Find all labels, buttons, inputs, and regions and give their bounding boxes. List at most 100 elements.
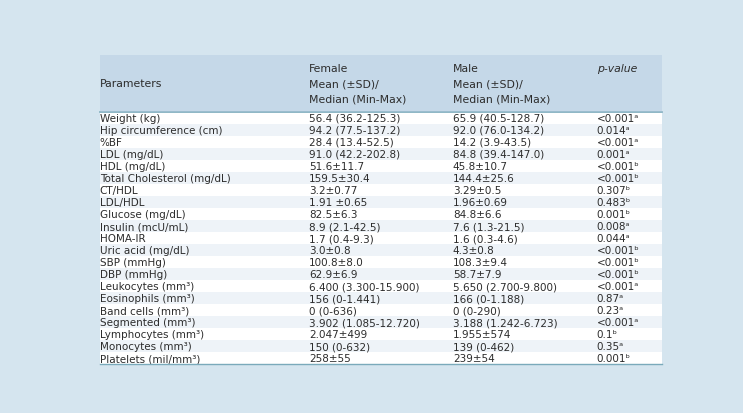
Text: Median (Min-Max): Median (Min-Max): [309, 95, 406, 104]
Text: Band cells (mm³): Band cells (mm³): [100, 306, 189, 316]
Text: 159.5±30.4: 159.5±30.4: [309, 173, 371, 183]
Text: Eosinophils (mm³): Eosinophils (mm³): [100, 294, 195, 304]
Bar: [100, 316, 662, 328]
Text: 8.9 (2.1-42.5): 8.9 (2.1-42.5): [309, 221, 380, 231]
Text: LDL (mg/dL): LDL (mg/dL): [100, 150, 163, 159]
Bar: [100, 173, 662, 185]
Text: Lymphocytes (mm³): Lymphocytes (mm³): [100, 330, 204, 339]
Text: 108.3±9.4: 108.3±9.4: [452, 257, 507, 268]
Text: 7.6 (1.3-21.5): 7.6 (1.3-21.5): [452, 221, 525, 231]
Text: 92.0 (76.0-134.2): 92.0 (76.0-134.2): [452, 126, 544, 135]
Text: 56.4 (36.2-125.3): 56.4 (36.2-125.3): [309, 114, 400, 123]
Text: 2.047±499: 2.047±499: [309, 330, 367, 339]
Text: 94.2 (77.5-137.2): 94.2 (77.5-137.2): [309, 126, 400, 135]
Text: Total Cholesterol (mg/dL): Total Cholesterol (mg/dL): [100, 173, 230, 183]
Text: 0.001ᵇ: 0.001ᵇ: [597, 354, 631, 363]
Text: LDL/HDL: LDL/HDL: [100, 197, 144, 207]
Bar: [100, 209, 662, 221]
Text: 1.91 ±0.65: 1.91 ±0.65: [309, 197, 367, 207]
Bar: [100, 304, 662, 316]
Text: Hip circumference (cm): Hip circumference (cm): [100, 126, 222, 135]
Text: Platelets (mil/mm³): Platelets (mil/mm³): [100, 354, 200, 363]
Text: <0.001ᵇ: <0.001ᵇ: [597, 245, 640, 255]
Text: <0.001ᵇ: <0.001ᵇ: [597, 269, 640, 280]
Text: 4.3±0.8: 4.3±0.8: [452, 245, 495, 255]
Text: 0 (0-290): 0 (0-290): [452, 306, 501, 316]
Text: 0.307ᵇ: 0.307ᵇ: [597, 185, 631, 195]
Text: p-value: p-value: [597, 64, 637, 74]
Bar: [100, 161, 662, 173]
Text: 0.044ᵃ: 0.044ᵃ: [597, 233, 630, 243]
Text: <0.001ᵃ: <0.001ᵃ: [597, 138, 639, 147]
Text: 45.8±10.7: 45.8±10.7: [452, 161, 507, 171]
Text: 51.6±11.7: 51.6±11.7: [309, 161, 364, 171]
Text: Monocytes (mm³): Monocytes (mm³): [100, 342, 192, 351]
Text: Insulin (mcU/mL): Insulin (mcU/mL): [100, 221, 188, 231]
Text: %BF: %BF: [100, 138, 123, 147]
Text: 156 (0-1.441): 156 (0-1.441): [309, 294, 380, 304]
Bar: [100, 112, 662, 125]
Text: <0.001ᵇ: <0.001ᵇ: [597, 173, 640, 183]
Text: 0.001ᵃ: 0.001ᵃ: [597, 150, 630, 159]
Text: 144.4±25.6: 144.4±25.6: [452, 173, 514, 183]
Bar: [100, 280, 662, 292]
Bar: [100, 56, 662, 112]
Text: HOMA-IR: HOMA-IR: [100, 233, 146, 243]
Text: 6.400 (3.300-15.900): 6.400 (3.300-15.900): [309, 281, 419, 292]
Text: Mean (±SD)/: Mean (±SD)/: [452, 79, 522, 89]
Text: 0.008ᵃ: 0.008ᵃ: [597, 221, 630, 231]
Text: HDL (mg/dL): HDL (mg/dL): [100, 161, 165, 171]
Bar: [100, 221, 662, 233]
Text: 3.0±0.8: 3.0±0.8: [309, 245, 351, 255]
Text: 84.8±6.6: 84.8±6.6: [452, 209, 502, 219]
Text: 166 (0-1.188): 166 (0-1.188): [452, 294, 524, 304]
Text: 0.1ᵇ: 0.1ᵇ: [597, 330, 617, 339]
Text: 3.2±0.77: 3.2±0.77: [309, 185, 357, 195]
Bar: [100, 340, 662, 352]
Text: 62.9±6.9: 62.9±6.9: [309, 269, 357, 280]
Text: 82.5±6.3: 82.5±6.3: [309, 209, 357, 219]
Text: 0 (0-636): 0 (0-636): [309, 306, 357, 316]
Bar: [100, 328, 662, 340]
Text: <0.001ᵇ: <0.001ᵇ: [597, 257, 640, 268]
Bar: [100, 185, 662, 197]
Text: Female: Female: [309, 64, 348, 74]
Text: 58.7±7.9: 58.7±7.9: [452, 269, 502, 280]
Text: 28.4 (13.4-52.5): 28.4 (13.4-52.5): [309, 138, 394, 147]
Text: <0.001ᵇ: <0.001ᵇ: [597, 161, 640, 171]
Bar: [100, 268, 662, 280]
Bar: [100, 244, 662, 256]
Text: Leukocytes (mm³): Leukocytes (mm³): [100, 281, 194, 292]
Bar: [100, 125, 662, 137]
Text: Uric acid (mg/dL): Uric acid (mg/dL): [100, 245, 189, 255]
Text: 258±55: 258±55: [309, 354, 351, 363]
Text: 0.001ᵇ: 0.001ᵇ: [597, 209, 631, 219]
Text: 5.650 (2.700-9.800): 5.650 (2.700-9.800): [452, 281, 557, 292]
Text: 0.014ᵃ: 0.014ᵃ: [597, 126, 630, 135]
Text: 3.902 (1.085-12.720): 3.902 (1.085-12.720): [309, 318, 420, 328]
Text: <0.001ᵃ: <0.001ᵃ: [597, 114, 639, 123]
Text: CT/HDL: CT/HDL: [100, 185, 138, 195]
Text: DBP (mmHg): DBP (mmHg): [100, 269, 167, 280]
Text: 239±54: 239±54: [452, 354, 495, 363]
Text: <0.001ᵃ: <0.001ᵃ: [597, 281, 639, 292]
Bar: [100, 137, 662, 149]
Text: Median (Min-Max): Median (Min-Max): [452, 95, 550, 104]
Text: 3.188 (1.242-6.723): 3.188 (1.242-6.723): [452, 318, 557, 328]
Text: 1.96±0.69: 1.96±0.69: [452, 197, 507, 207]
Text: <0.001ᵃ: <0.001ᵃ: [597, 318, 639, 328]
Text: Male: Male: [452, 64, 478, 74]
Text: 100.8±8.0: 100.8±8.0: [309, 257, 363, 268]
Bar: [100, 233, 662, 244]
Text: 150 (0-632): 150 (0-632): [309, 342, 370, 351]
Text: 1.6 (0.3-4.6): 1.6 (0.3-4.6): [452, 233, 518, 243]
Text: 0.483ᵇ: 0.483ᵇ: [597, 197, 631, 207]
Bar: [100, 149, 662, 161]
Text: Parameters: Parameters: [100, 79, 162, 89]
Text: 14.2 (3.9-43.5): 14.2 (3.9-43.5): [452, 138, 531, 147]
Text: 0.87ᵃ: 0.87ᵃ: [597, 294, 624, 304]
Bar: [100, 352, 662, 364]
Text: 0.35ᵃ: 0.35ᵃ: [597, 342, 624, 351]
Text: Glucose (mg/dL): Glucose (mg/dL): [100, 209, 186, 219]
Text: 139 (0-462): 139 (0-462): [452, 342, 514, 351]
